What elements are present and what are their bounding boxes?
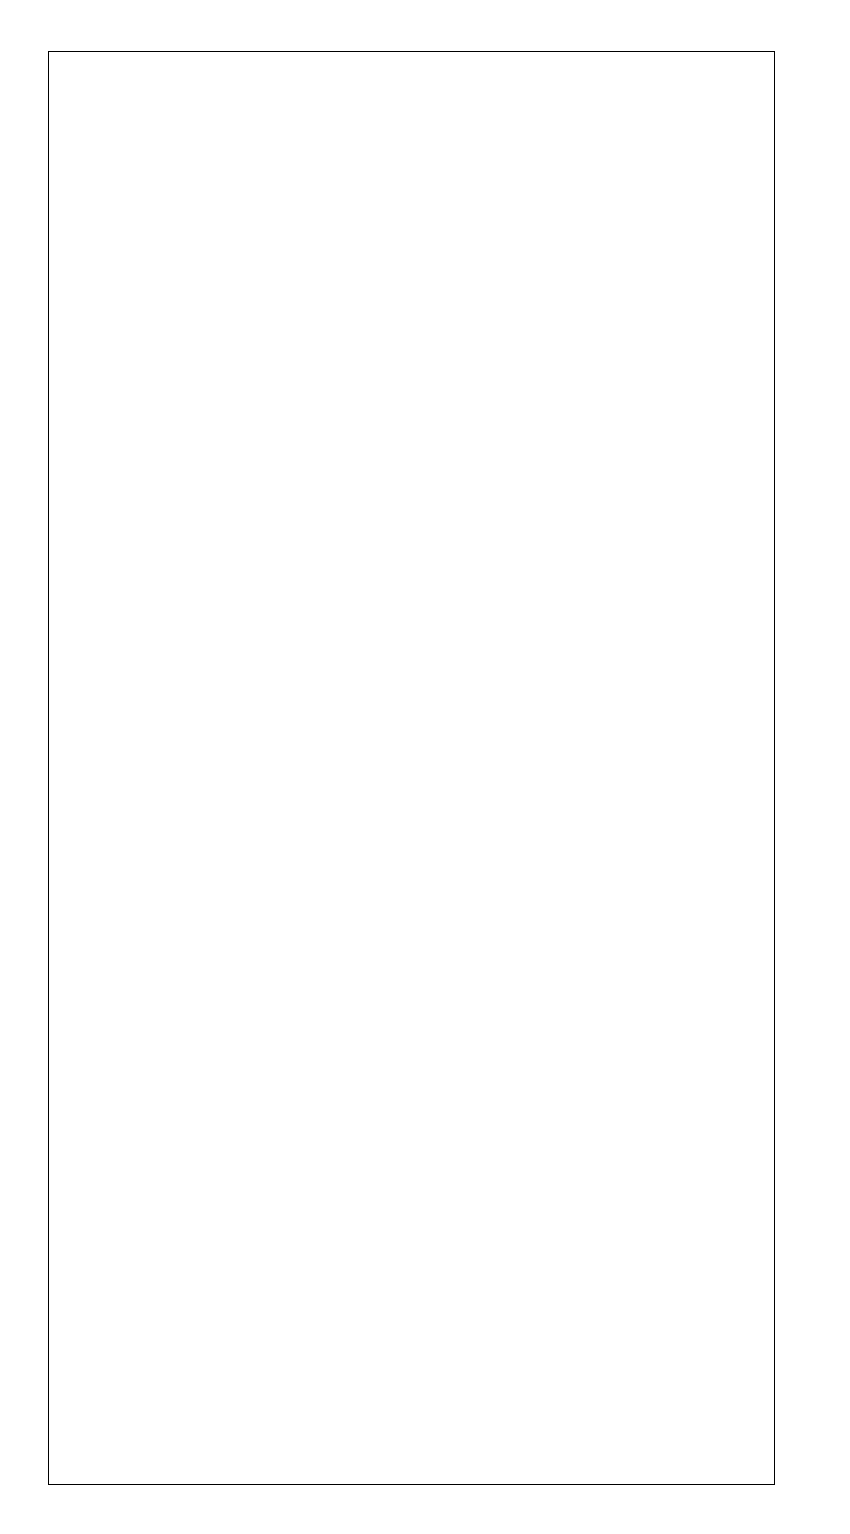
seismic-traces: [49, 52, 774, 1484]
x-axis-ticks: [48, 1485, 775, 1499]
seismogram-plot: [48, 51, 775, 1485]
